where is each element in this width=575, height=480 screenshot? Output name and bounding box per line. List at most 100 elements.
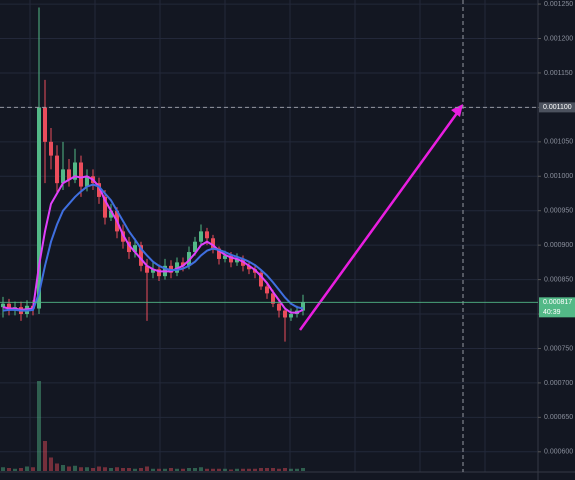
volume-bar bbox=[31, 467, 35, 471]
volume-bar bbox=[265, 468, 269, 471]
volume-bar bbox=[67, 466, 71, 471]
volume-bar bbox=[37, 381, 41, 471]
y-tick-label: 0.001150 bbox=[544, 70, 573, 77]
volume-bar bbox=[295, 468, 299, 471]
candle-body bbox=[301, 302, 305, 311]
arrow-line[interactable] bbox=[298, 108, 462, 331]
volume-bar bbox=[169, 468, 173, 471]
last-price-label: 0.000817 bbox=[543, 299, 572, 306]
candle-body bbox=[271, 293, 275, 304]
volume-bar bbox=[133, 468, 137, 471]
volume-bar bbox=[241, 468, 245, 471]
volume-bar bbox=[109, 468, 113, 471]
volume-bar bbox=[19, 468, 23, 471]
volume-bar bbox=[187, 468, 191, 471]
volume-bar bbox=[193, 468, 197, 471]
volume-bar bbox=[25, 466, 29, 471]
candle-body bbox=[43, 107, 47, 142]
volume-bar bbox=[1, 467, 5, 471]
y-tick-label: 0.001000 bbox=[544, 173, 573, 180]
candle-body bbox=[67, 169, 71, 180]
y-tick-label: 0.000950 bbox=[544, 208, 573, 215]
crosshair-price-box bbox=[539, 102, 575, 113]
y-tick-label: 0.000850 bbox=[544, 276, 573, 283]
candle-body bbox=[229, 255, 233, 263]
volume-bar bbox=[175, 468, 179, 471]
volume-bar bbox=[283, 468, 287, 471]
volume-bar bbox=[13, 468, 17, 471]
volume-bar bbox=[157, 468, 161, 471]
volume-bar bbox=[289, 468, 293, 471]
candle-body bbox=[217, 248, 221, 259]
volume-bar bbox=[139, 468, 143, 471]
volume-bar bbox=[49, 457, 53, 471]
y-tick-label: 0.000700 bbox=[544, 380, 573, 387]
candle-body bbox=[133, 245, 137, 253]
volume-bar bbox=[247, 468, 251, 471]
crosshair-price-label: 0.001100 bbox=[543, 104, 572, 111]
candle-body bbox=[55, 155, 59, 184]
volume-bar bbox=[121, 468, 125, 471]
volume-bar bbox=[115, 467, 119, 471]
volume-bar bbox=[259, 468, 263, 471]
candle-body bbox=[289, 314, 293, 318]
volume-bar bbox=[97, 466, 101, 471]
volume-bar bbox=[7, 468, 11, 471]
candle-body bbox=[109, 210, 113, 218]
volume-bar bbox=[127, 468, 131, 471]
candle-body bbox=[61, 169, 65, 184]
candle-body bbox=[223, 255, 227, 259]
candle-body bbox=[127, 241, 131, 253]
volume-bar bbox=[217, 468, 221, 471]
candle-body bbox=[79, 162, 83, 187]
candle-body bbox=[205, 231, 209, 239]
candle-body bbox=[181, 262, 185, 266]
volume-bar bbox=[85, 467, 89, 471]
volume-bar bbox=[73, 465, 77, 471]
volume-bar bbox=[229, 469, 233, 471]
volume-bar bbox=[145, 466, 149, 471]
candle-body bbox=[151, 269, 155, 273]
moving-average bbox=[2, 175, 304, 314]
arrow-head[interactable] bbox=[451, 104, 463, 117]
volume-bar bbox=[253, 468, 257, 471]
grid bbox=[0, 0, 538, 472]
volume-bar bbox=[43, 441, 47, 471]
volume-bar bbox=[211, 468, 215, 471]
y-tick-label: 0.000650 bbox=[544, 414, 573, 421]
volume-bar bbox=[301, 468, 305, 471]
volume-bar bbox=[271, 468, 275, 471]
y-tick-label: 0.000600 bbox=[544, 449, 573, 456]
moving-average bbox=[2, 183, 304, 312]
candle-body bbox=[259, 272, 263, 287]
volume-bar bbox=[55, 463, 59, 471]
volume-bar bbox=[91, 468, 95, 471]
volume-bar bbox=[235, 468, 239, 471]
candle-body bbox=[235, 258, 239, 263]
volume-bar bbox=[277, 468, 281, 471]
volume-bar bbox=[163, 468, 167, 471]
candle-body bbox=[49, 141, 53, 156]
y-tick-label: 0.001200 bbox=[544, 35, 573, 42]
volume-bar bbox=[181, 468, 185, 471]
candle-body bbox=[85, 176, 89, 187]
volume-bar bbox=[61, 465, 65, 471]
candle-body bbox=[7, 303, 11, 311]
candle-body bbox=[193, 241, 197, 253]
y-tick-label: 0.000900 bbox=[544, 242, 573, 249]
candle-body bbox=[1, 303, 5, 308]
y-tick-label: 0.001050 bbox=[544, 139, 573, 146]
volume-bar bbox=[223, 468, 227, 471]
candle-body bbox=[283, 310, 287, 318]
candle-body bbox=[37, 107, 41, 309]
candle-body bbox=[199, 231, 203, 242]
volume-bar bbox=[205, 468, 209, 471]
volume-bar bbox=[103, 467, 107, 471]
candle-body bbox=[139, 245, 143, 266]
candle-body bbox=[103, 196, 107, 218]
countdown-label: 40:39 bbox=[543, 309, 561, 316]
volume-bar bbox=[79, 467, 83, 471]
candle-body bbox=[247, 265, 251, 270]
